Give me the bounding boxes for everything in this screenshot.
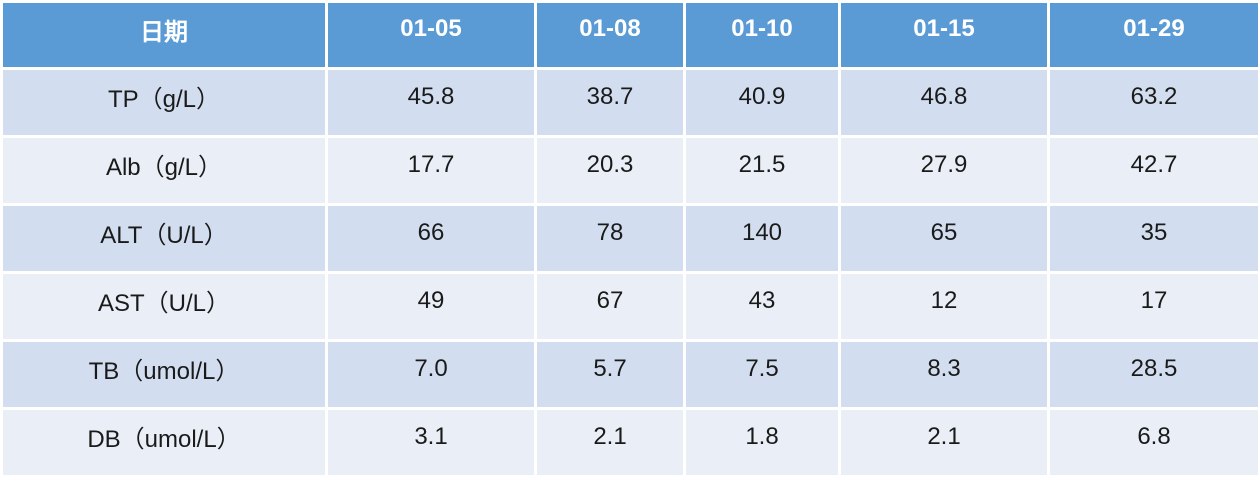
header-cell: 01-05 bbox=[327, 2, 536, 69]
table-cell: 12 bbox=[840, 273, 1049, 341]
table-cell: 46.8 bbox=[840, 69, 1049, 137]
table-cell: 27.9 bbox=[840, 137, 1049, 205]
table-cell: 45.8 bbox=[327, 69, 536, 137]
table-cell: 2.1 bbox=[536, 409, 685, 477]
table-cell: 49 bbox=[327, 273, 536, 341]
header-cell: 日期 bbox=[2, 2, 327, 69]
table-cell: 2.1 bbox=[840, 409, 1049, 477]
table-cell: 7.5 bbox=[685, 341, 840, 409]
table-cell: 21.5 bbox=[685, 137, 840, 205]
table-cell: 28.5 bbox=[1049, 341, 1258, 409]
header-cell: 01-10 bbox=[685, 2, 840, 69]
table-cell: 20.3 bbox=[536, 137, 685, 205]
table-cell: 35 bbox=[1049, 205, 1258, 273]
row-label: DB（umol/L） bbox=[2, 409, 327, 477]
table-cell: 63.2 bbox=[1049, 69, 1258, 137]
table-cell: 3.1 bbox=[327, 409, 536, 477]
table-cell: 42.7 bbox=[1049, 137, 1258, 205]
table-cell: 8.3 bbox=[840, 341, 1049, 409]
table-cell: 78 bbox=[536, 205, 685, 273]
row-label: Alb（g/L） bbox=[2, 137, 327, 205]
table-cell: 38.7 bbox=[536, 69, 685, 137]
table-cell: 67 bbox=[536, 273, 685, 341]
table-cell: 40.9 bbox=[685, 69, 840, 137]
row-label: ALT（U/L） bbox=[2, 205, 327, 273]
table-cell: 140 bbox=[685, 205, 840, 273]
table-cell: 65 bbox=[840, 205, 1049, 273]
table-cell: 43 bbox=[685, 273, 840, 341]
row-label: AST（U/L） bbox=[2, 273, 327, 341]
row-label: TP（g/L） bbox=[2, 69, 327, 137]
table-cell: 17.7 bbox=[327, 137, 536, 205]
row-label: TB（umol/L） bbox=[2, 341, 327, 409]
header-cell: 01-29 bbox=[1049, 2, 1258, 69]
table-cell: 7.0 bbox=[327, 341, 536, 409]
table-cell: 5.7 bbox=[536, 341, 685, 409]
table-cell: 17 bbox=[1049, 273, 1258, 341]
header-cell: 01-15 bbox=[840, 2, 1049, 69]
header-cell: 01-08 bbox=[536, 2, 685, 69]
table-cell: 1.8 bbox=[685, 409, 840, 477]
table-cell: 66 bbox=[327, 205, 536, 273]
table-cell: 6.8 bbox=[1049, 409, 1258, 477]
